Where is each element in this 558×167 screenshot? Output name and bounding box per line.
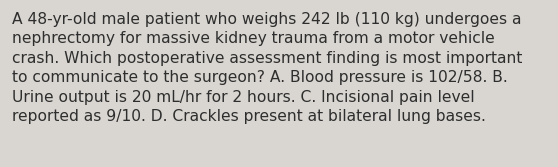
- Text: A 48-yr-old male patient who weighs 242 lb (110 kg) undergoes a
nephrectomy for : A 48-yr-old male patient who weighs 242 …: [12, 12, 523, 124]
